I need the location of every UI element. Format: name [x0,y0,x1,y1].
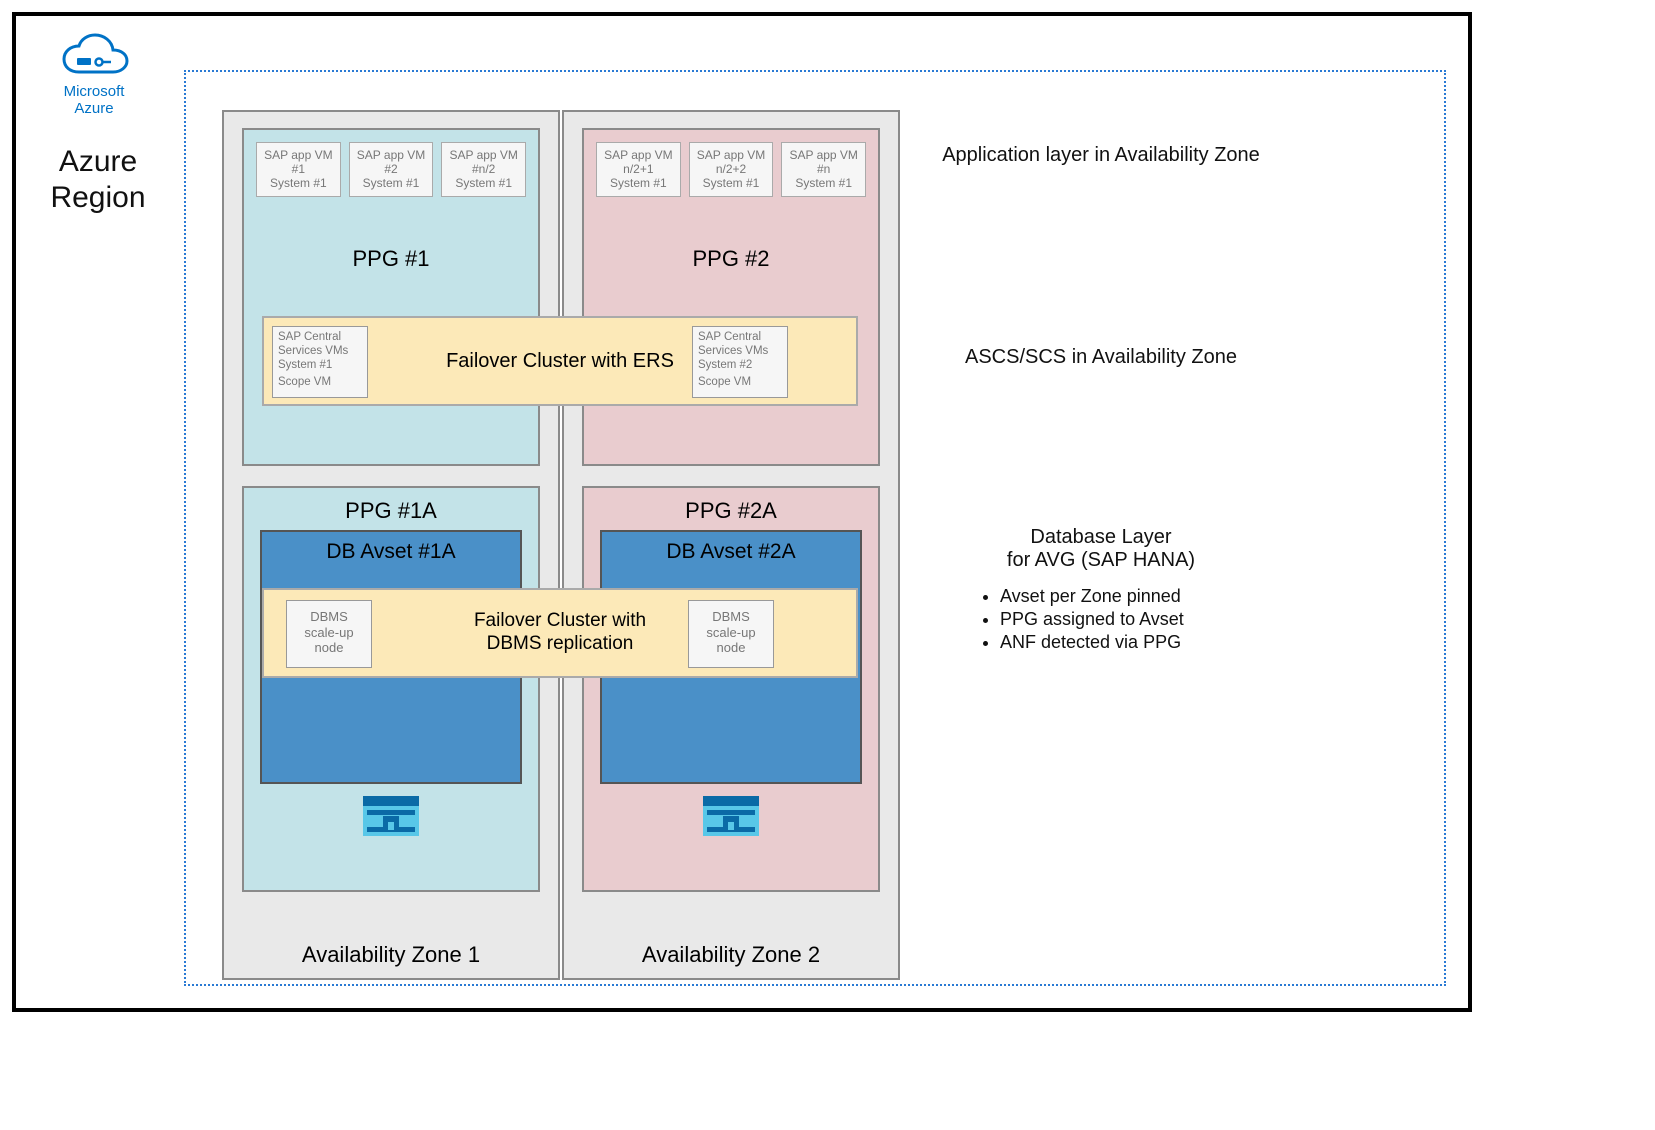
brand-line1: Microsoft [64,83,125,100]
storage-icon [701,792,761,840]
vm-box: SAP app VM n/2+1 System #1 [596,142,681,197]
db-avset-2a-title: DB Avset #2A [602,540,860,564]
vm-box: SAP app VM #1 System #1 [256,142,341,197]
availability-zone-2: SAP app VM n/2+1 System #1 SAP app VM n/… [562,110,900,980]
app-vms-zone1: SAP app VM #1 System #1 SAP app VM #2 Sy… [256,142,526,197]
region-label: Azure Region [38,144,158,216]
ppg-2-title: PPG #2 [584,246,878,272]
app-vms-zone2: SAP app VM n/2+1 System #1 SAP app VM n/… [596,142,866,197]
db-avset-1a-title: DB Avset #1A [262,540,520,564]
failover-ers-bar: SAP Central Services VMs System #1 Scope… [262,316,858,406]
ppg-2a: PPG #2A DB Avset #2A [582,486,880,892]
diagram-frame: Microsoft Azure Azure Region SAP app VM … [12,12,1472,1012]
annotation-db-layer: Database Layer for AVG (SAP HANA) Avset … [936,526,1266,655]
ppg-1a-title: PPG #1A [244,498,538,524]
annotation-ascs: ASCS/SCS in Availability Zone [936,346,1266,369]
annotation-app-layer: Application layer in Availability Zone [936,144,1266,167]
ppg-1: SAP app VM #1 System #1 SAP app VM #2 Sy… [242,128,540,466]
scs-box-z1: SAP Central Services VMs System #1 Scope… [272,326,368,398]
ppg-2a-title: PPG #2A [584,498,878,524]
dbms-node-z2: DBMS scale-up node [688,600,774,668]
ppg-1a: PPG #1A DB Avset #1A [242,486,540,892]
azure-logo: Microsoft Azure [44,30,144,118]
vm-box: SAP app VM #2 System #1 [349,142,434,197]
azure-cloud-icon [59,30,129,76]
ppg-2: SAP app VM n/2+1 System #1 SAP app VM n/… [582,128,880,466]
db-bullet: Avset per Zone pinned [1000,586,1266,607]
dbms-node-z1: DBMS scale-up node [286,600,372,668]
vm-box: SAP app VM #n/2 System #1 [441,142,526,197]
vm-box: SAP app VM n/2+2 System #1 [689,142,774,197]
db-bullet: ANF detected via PPG [1000,632,1266,653]
vm-box: SAP app VM #n System #1 [781,142,866,197]
failover-ers-label: Failover Cluster with ERS [446,350,674,373]
storage-icon [361,792,421,840]
db-bullet: PPG assigned to Avset [1000,609,1266,630]
zone2-title: Availability Zone 2 [564,942,898,968]
failover-dbms-bar: DBMS scale-up node Failover Cluster with… [262,588,858,678]
brand-line2: Azure [74,100,113,117]
zone1-title: Availability Zone 1 [224,942,558,968]
availability-zone-1: SAP app VM #1 System #1 SAP app VM #2 Sy… [222,110,560,980]
scs-box-z2: SAP Central Services VMs System #2 Scope… [692,326,788,398]
failover-dbms-label: Failover Cluster with DBMS replication [474,610,646,656]
ppg-1-title: PPG #1 [244,246,538,272]
